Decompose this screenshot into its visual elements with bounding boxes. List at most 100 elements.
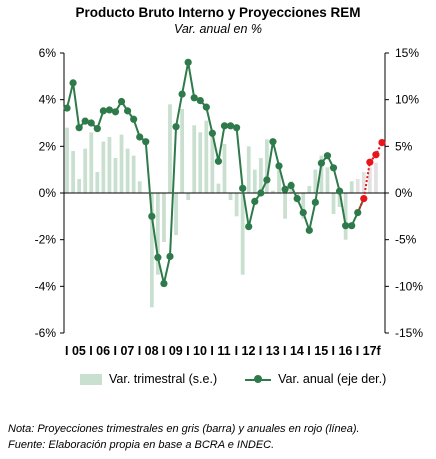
bar <box>271 190 275 193</box>
legend-bar-label: Var. trimestral (s.e.) <box>109 372 218 386</box>
x-tick-label: I 05 <box>65 344 86 358</box>
bar <box>228 193 233 200</box>
footnote-note: Nota: Proyecciones trimestrales en gris … <box>8 423 360 435</box>
line-point <box>142 138 150 146</box>
line-point <box>154 253 162 261</box>
line-point <box>281 185 289 193</box>
line-point <box>251 197 259 205</box>
line-point <box>263 176 271 184</box>
line-point <box>329 164 338 172</box>
bar <box>71 151 75 193</box>
line-point <box>245 223 253 231</box>
bar <box>89 132 94 193</box>
line-point <box>130 115 138 123</box>
bar <box>349 181 354 193</box>
bar <box>295 193 300 196</box>
bar <box>186 193 191 200</box>
line-point <box>299 209 307 217</box>
bar <box>180 109 184 193</box>
line-point <box>214 157 223 165</box>
bar <box>234 193 239 217</box>
line-point <box>105 106 114 114</box>
bar <box>95 172 100 193</box>
bar <box>107 137 112 193</box>
legend-line-swatch <box>245 374 272 385</box>
bar <box>325 167 330 193</box>
line-point <box>257 189 265 197</box>
line-point <box>93 125 101 133</box>
right-tick-label: 15% <box>395 46 419 60</box>
line-point <box>378 139 386 147</box>
line-point <box>226 122 235 130</box>
bar <box>192 125 197 193</box>
bar <box>258 158 263 193</box>
bar <box>83 148 88 193</box>
bar <box>131 155 136 193</box>
left-tick-label: 6% <box>39 46 57 60</box>
line-point <box>366 158 374 166</box>
left-tick-label: -2% <box>35 233 57 247</box>
line-point <box>233 124 241 132</box>
bar <box>162 193 166 242</box>
line-point <box>63 104 71 112</box>
bar <box>77 179 82 193</box>
left-tick-label: 4% <box>39 93 57 107</box>
legend-line-label: Var. anual (eje der.) <box>278 372 387 386</box>
line-point <box>202 103 210 111</box>
bar <box>168 104 172 193</box>
line-point <box>293 195 301 203</box>
line-point <box>172 123 180 131</box>
x-tick-label: I 10 <box>186 344 207 358</box>
left-tick-label: -4% <box>35 279 57 293</box>
line-point <box>220 122 229 130</box>
line-point <box>269 138 277 146</box>
line-point <box>348 222 356 230</box>
x-tick-label: I 13 <box>259 344 280 358</box>
bar <box>307 186 312 193</box>
bar <box>125 148 130 193</box>
line-point <box>323 152 332 160</box>
line-point <box>87 119 95 127</box>
x-tick-label: I 09 <box>162 344 183 358</box>
legend-bar-swatch <box>80 373 102 385</box>
bar <box>101 141 106 193</box>
x-tick-label: I 15 <box>307 344 328 358</box>
right-tick-label: -15% <box>395 326 423 340</box>
line-point <box>178 90 186 98</box>
chart-title: Producto Bruto Interno y Proyecciones RE… <box>75 5 361 20</box>
right-tick-label: 10% <box>395 93 419 107</box>
bar <box>301 193 306 219</box>
line-point <box>360 195 368 203</box>
x-tick-label: I 14 <box>283 344 304 358</box>
bar <box>65 127 69 193</box>
line-point <box>148 212 156 220</box>
left-tick-label: 0% <box>39 186 57 200</box>
bar <box>367 167 372 193</box>
line-point <box>275 162 283 170</box>
line-point <box>239 184 247 192</box>
line-point <box>184 58 192 66</box>
left-tick-label: 2% <box>39 139 57 153</box>
x-tick-label: I 06 <box>89 344 110 358</box>
line-point <box>354 209 362 217</box>
line-point <box>69 79 77 87</box>
right-tick-label: -10% <box>395 279 423 293</box>
bar <box>337 193 342 207</box>
line-point <box>75 124 83 132</box>
line-point <box>196 97 204 105</box>
bar <box>222 144 227 193</box>
bar <box>343 193 348 240</box>
left-tick-label: -6% <box>35 326 57 340</box>
bar <box>252 169 257 193</box>
chart-subtitle: Var. anual en % <box>173 22 263 36</box>
bar <box>313 169 318 193</box>
bar <box>277 169 281 193</box>
line-point <box>190 94 198 102</box>
bar <box>265 139 269 193</box>
footnote: Nota: Proyecciones trimestrales en gris … <box>8 421 360 453</box>
bar <box>283 193 287 219</box>
bar <box>198 132 203 193</box>
annual-line <box>66 62 365 284</box>
bar <box>355 179 360 193</box>
line-point <box>208 129 216 137</box>
